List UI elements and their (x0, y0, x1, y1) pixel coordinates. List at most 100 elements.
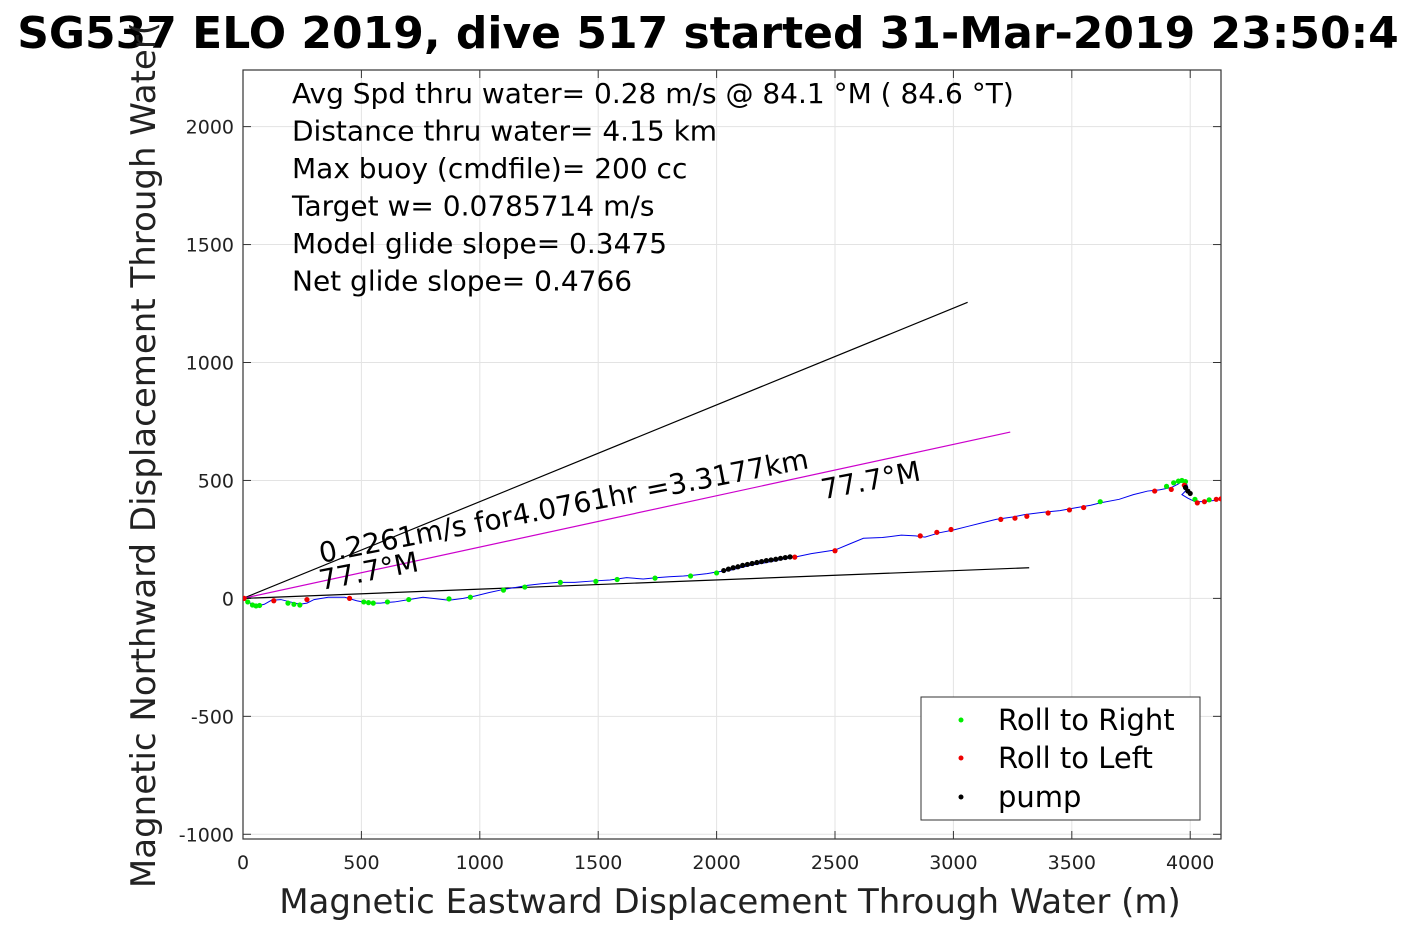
point-roll-to-right (370, 600, 376, 606)
point-roll-to-right (361, 599, 367, 605)
point-roll-to-right (714, 570, 720, 576)
legend-label-roll-left: Roll to Left (998, 741, 1153, 775)
y-axis-label: Magnetic Northward Displacement Through … (124, 22, 164, 888)
point-pump (744, 561, 750, 568)
x-tick-label: 2000 (692, 852, 740, 874)
point-roll-to-left (832, 548, 838, 554)
point-roll-to-right (245, 599, 251, 605)
point-roll-to-left (1045, 510, 1051, 516)
info-text-block: Avg Spd thru water= 0.28 m/s @ 84.1 °M (… (291, 77, 1014, 298)
point-roll-to-right (291, 601, 297, 607)
y-tick-label: 0 (222, 588, 234, 610)
point-roll-to-left (1152, 488, 1158, 494)
point-pump (749, 560, 755, 567)
x-tick-label: 3500 (1048, 852, 1096, 874)
point-pump (740, 562, 746, 568)
y-tick-label: 1000 (186, 353, 234, 375)
series-pump (721, 484, 1193, 574)
info-line: Max buoy (cmdfile)= 200 cc (292, 152, 687, 185)
point-roll-to-right (365, 600, 372, 606)
plot-marks (243, 301, 1221, 609)
point-roll-to-left (346, 595, 353, 601)
point-roll-to-left (304, 596, 310, 603)
x-tick-label: 1000 (456, 852, 504, 874)
point-roll-to-right (384, 599, 391, 605)
y-tick-label: 1500 (186, 235, 234, 257)
axis-ticks: 0 500 1000 1500 2000 2500 3000 3500 4000 -1000 -50… (179, 70, 1221, 874)
point-roll-to-left (1012, 515, 1018, 521)
y-tick-label: 500 (198, 470, 234, 492)
x-axis-label: Magnetic Eastward Displacement Through W… (279, 882, 1181, 922)
point-roll-to-left (998, 516, 1004, 522)
point-roll-to-right (285, 600, 291, 606)
y-tick-label: -500 (191, 706, 234, 728)
point-roll-to-left (917, 533, 923, 539)
reference-line-lower (243, 567, 1030, 599)
point-roll-to-right (614, 576, 620, 583)
point-roll-to-right (297, 602, 303, 608)
y-tick-label: -1000 (179, 824, 234, 846)
point-roll-to-left (1213, 496, 1219, 502)
point-roll-to-left (1201, 499, 1208, 505)
point-pump (782, 554, 788, 561)
legend-marker-roll-right (958, 717, 964, 723)
point-roll-to-left (1024, 513, 1030, 519)
x-tick-label: 2500 (811, 852, 859, 874)
point-pump (730, 565, 736, 571)
point-pump (1187, 490, 1193, 497)
point-roll-to-left (1081, 504, 1087, 511)
point-roll-to-right (446, 596, 452, 602)
legend-marker-roll-left (958, 755, 964, 761)
point-roll-to-right (652, 575, 658, 581)
x-tick-label: 3000 (929, 852, 977, 874)
point-pump (735, 564, 741, 570)
y-tick-label: 2000 (186, 117, 234, 139)
point-roll-to-left (934, 529, 940, 535)
legend-box (920, 696, 1201, 821)
chart-title: SG537 ELO 2019, dive 517 started 31-Mar-… (17, 8, 1399, 59)
point-pump (763, 558, 769, 564)
series-roll-to-right (245, 477, 1212, 609)
point-pump (787, 554, 793, 560)
x-tick-label: 500 (343, 852, 379, 874)
reference-line-upper (243, 301, 968, 599)
point-roll-to-right (500, 587, 507, 593)
point-pump (759, 558, 765, 565)
info-line: Net glide slope= 0.4766 (292, 265, 632, 298)
info-line: Target w= 0.0785714 m/s (291, 190, 654, 223)
point-roll-to-left (1218, 496, 1221, 502)
point-roll-to-left (243, 595, 247, 601)
point-roll-to-right (256, 602, 263, 609)
point-pump (721, 567, 727, 574)
point-roll-to-right (687, 573, 694, 579)
info-line: Avg Spd thru water= 0.28 m/s @ 84.1 °M (… (292, 77, 1014, 110)
x-tick-label: 1500 (574, 852, 622, 874)
point-pump (725, 566, 732, 572)
point-roll-to-left (271, 598, 277, 604)
point-roll-to-right (406, 596, 412, 603)
grid-lines (242, 70, 1221, 839)
point-roll-to-right (1206, 497, 1212, 503)
point-roll-to-right (467, 594, 473, 600)
legend-label-pump: pump (998, 780, 1081, 814)
point-roll-to-right (1097, 499, 1103, 505)
point-roll-to-left (1168, 486, 1174, 493)
legend-marker-pump (958, 794, 964, 800)
point-roll-to-right (1171, 480, 1177, 486)
point-roll-to-right (593, 578, 599, 585)
point-roll-to-left (1194, 500, 1200, 506)
point-pump (773, 556, 779, 562)
point-roll-to-left (948, 526, 954, 533)
plot-area-frame (242, 69, 1222, 840)
point-roll-to-left (1066, 507, 1073, 513)
point-roll-to-right (557, 579, 563, 585)
legend-label-roll-right: Roll to Right (998, 703, 1175, 737)
x-tick-label: 0 (237, 852, 249, 874)
reference-line-current (243, 431, 1011, 599)
point-roll-to-left (792, 554, 798, 560)
point-roll-to-right (1163, 483, 1170, 489)
point-roll-to-right (522, 584, 528, 590)
series-roll-to-left (243, 482, 1221, 604)
point-pump (768, 557, 774, 563)
